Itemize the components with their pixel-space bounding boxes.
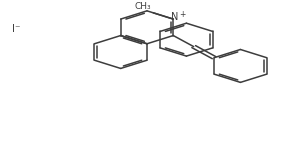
Text: +: + <box>179 10 185 19</box>
Text: I⁻: I⁻ <box>12 24 20 34</box>
Text: N: N <box>171 12 178 22</box>
Text: CH₃: CH₃ <box>134 2 151 11</box>
